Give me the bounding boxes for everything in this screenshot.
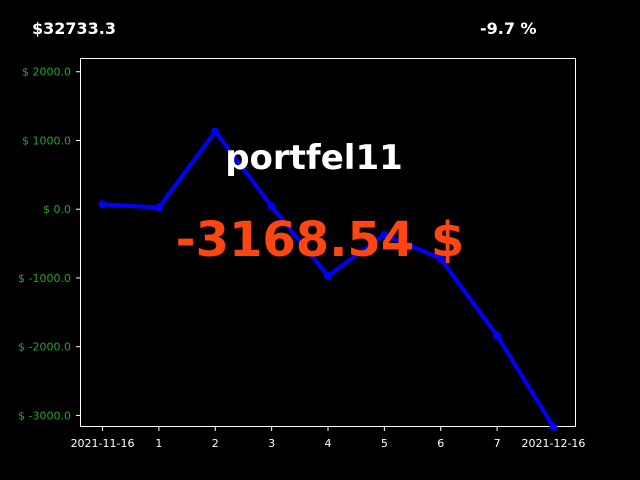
x-axis: 2021-11-16 1 2 3 4 5 6 7 2021-12-16 (71, 427, 585, 450)
x-tick-label: 2 (212, 437, 219, 450)
data-point (549, 423, 558, 431)
x-tick-label: 2021-11-16 (71, 437, 135, 450)
data-point (267, 202, 276, 211)
y-tick-label: $ -3000.0 (18, 409, 71, 422)
y-tick-label: $ 0.0 (43, 203, 71, 216)
data-point (211, 127, 220, 136)
x-tick-label: 5 (381, 437, 388, 450)
data-point (493, 331, 502, 340)
total-value: $32733.3 (32, 19, 116, 38)
portfolio-name: portfel11 (225, 138, 403, 178)
y-tick-label: $ -1000.0 (18, 272, 71, 285)
data-point (154, 203, 163, 212)
plot-frame (80, 58, 576, 427)
pnl-value: -3168.54 $ (176, 212, 465, 268)
y-tick-label: $ 1000.0 (22, 134, 71, 147)
data-point (324, 271, 332, 280)
x-tick-label: 3 (268, 437, 275, 450)
y-tick-label: $ -2000.0 (18, 341, 71, 354)
x-tick-label: 6 (437, 437, 444, 450)
data-point (380, 230, 389, 239)
data-point (98, 200, 107, 209)
y-tick-label: $ 2000.0 (22, 66, 71, 79)
x-tick-label: 4 (325, 437, 332, 450)
y-axis: $ 2000.0 $ 1000.0 $ 0.0 $ -1000.0 $ -2000.0 $… (18, 66, 80, 422)
series-group (98, 127, 558, 431)
change-percent: -9.7 % (480, 19, 537, 38)
data-point (436, 254, 445, 263)
x-tick-label: 2021-12-16 (521, 437, 585, 450)
x-tick-label: 7 (494, 437, 501, 450)
x-tick-label: 1 (155, 437, 162, 450)
